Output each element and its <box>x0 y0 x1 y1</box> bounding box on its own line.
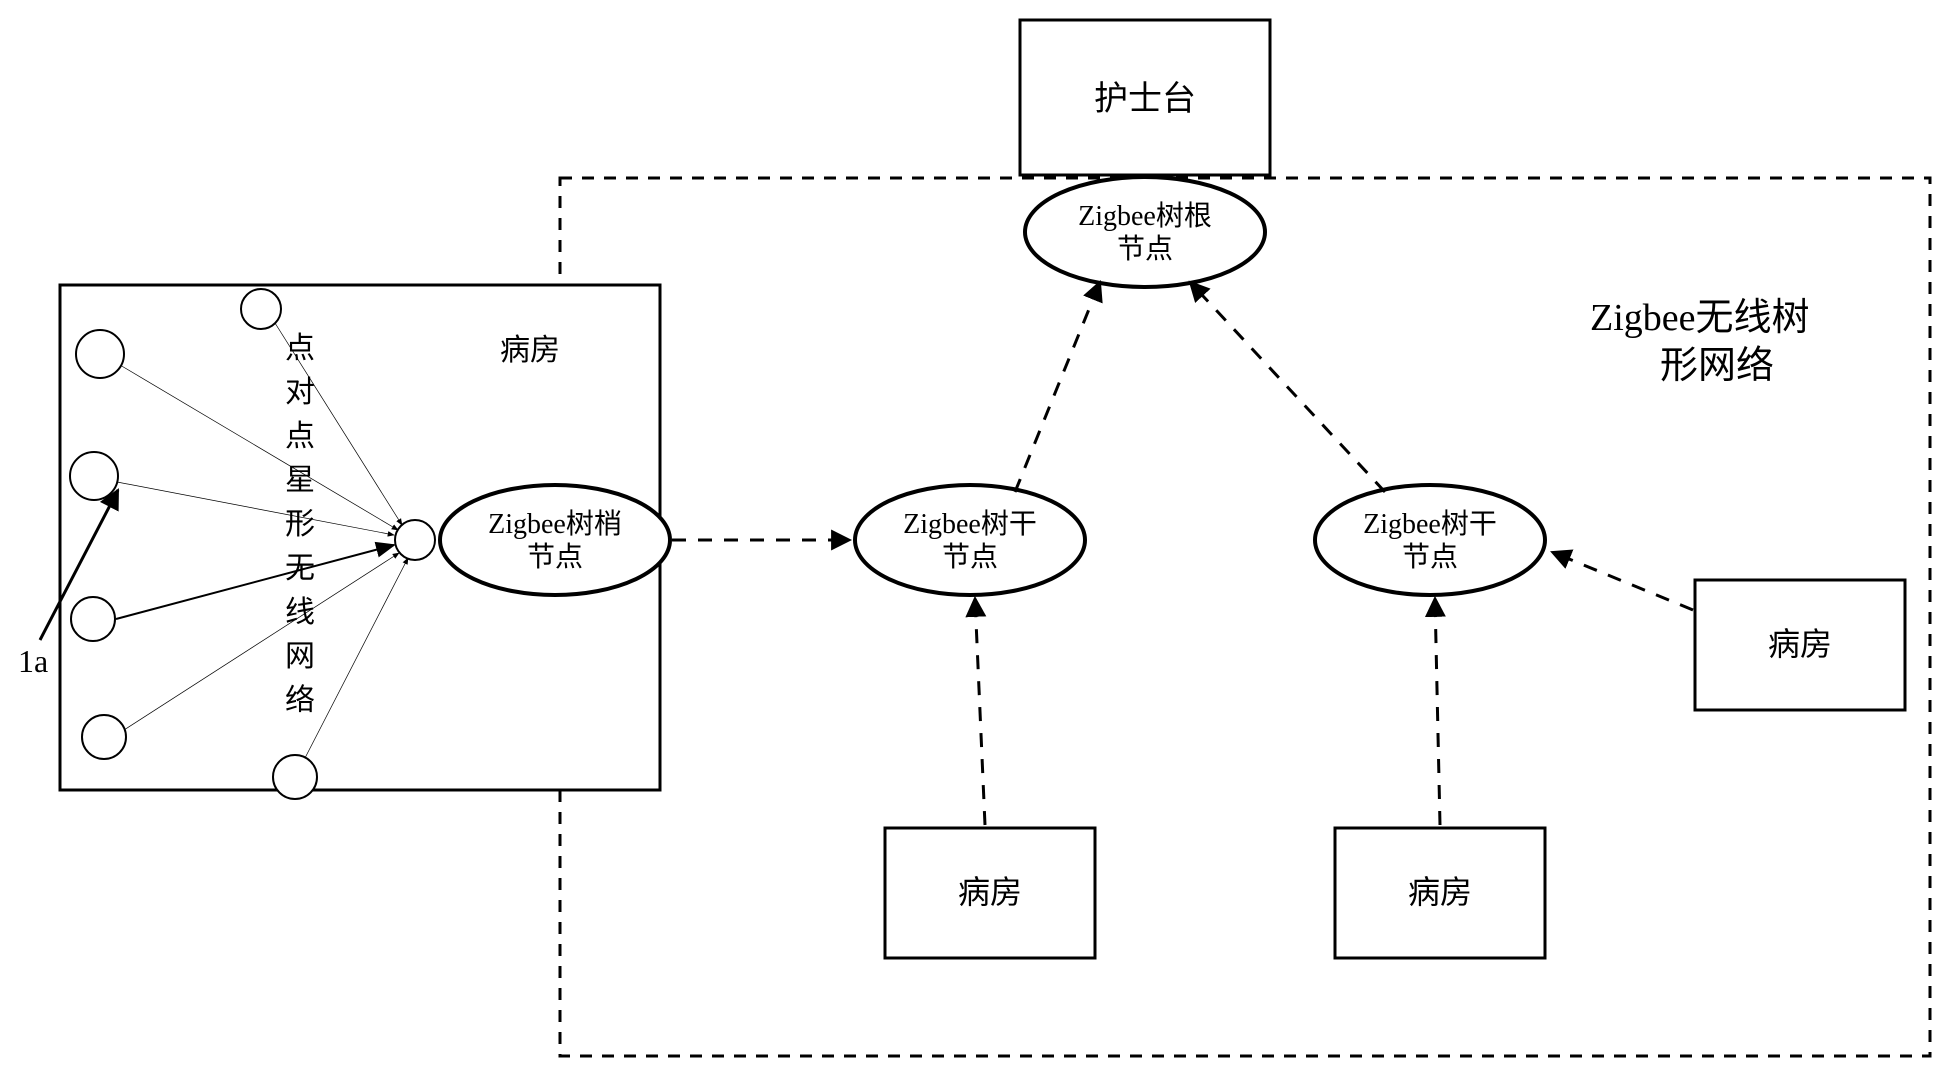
zigbee-leaf-label-l1: Zigbee树梢 <box>488 508 622 540</box>
ward-bottom1-label: 病房 <box>958 874 1022 910</box>
ward-left-label: 病房 <box>500 334 560 367</box>
p2p-star-label: 点对点星形无线网络 <box>285 332 315 717</box>
svg-text:形: 形 <box>285 508 315 541</box>
svg-text:对: 对 <box>285 376 315 409</box>
pointer-1a-label: 1a <box>18 643 48 679</box>
zigbee-trunk-left-node <box>855 485 1085 595</box>
svg-text:点: 点 <box>285 332 315 365</box>
zigbee-root-label-l1: Zigbee树根 <box>1078 200 1212 232</box>
zigbee-trunk-right-l1: Zigbee树干 <box>1363 508 1497 540</box>
ward-right-label: 病房 <box>1768 626 1832 662</box>
svg-text:星: 星 <box>285 464 315 497</box>
zigbee-root-node <box>1025 177 1265 287</box>
zigbee-trunk-left-l1: Zigbee树干 <box>903 508 1037 540</box>
svg-text:无: 无 <box>285 552 315 585</box>
svg-text:网: 网 <box>285 640 315 673</box>
svg-text:线: 线 <box>285 596 315 629</box>
zigbee-leaf-label-l2: 节点 <box>527 541 583 573</box>
zigbee-leaf-node <box>440 485 670 595</box>
zigbee-trunk-right-node <box>1315 485 1545 595</box>
zigbee-trunk-left-l2: 节点 <box>942 541 998 573</box>
zigbee-root-label-l2: 节点 <box>1117 233 1173 265</box>
svg-text:络: 络 <box>285 684 315 717</box>
svg-text:点: 点 <box>285 420 315 453</box>
zigbee-trunk-right-l2: 节点 <box>1402 541 1458 573</box>
zigbee-tree-net-l1: Zigbee无线树 <box>1590 297 1810 339</box>
zigbee-tree-net-l2: 形网络 <box>1660 345 1774 387</box>
hub-node <box>395 520 435 560</box>
ward-bottom2-label: 病房 <box>1408 874 1472 910</box>
nurse-station-label: 护士台 <box>1094 80 1196 118</box>
